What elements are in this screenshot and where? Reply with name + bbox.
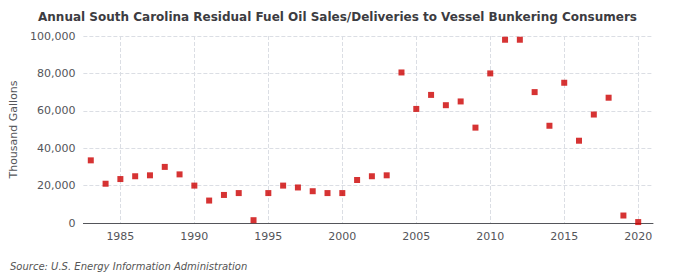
svg-text:1990: 1990 (180, 230, 208, 243)
svg-text:2010: 2010 (476, 230, 504, 243)
svg-text:60,000: 60,000 (37, 104, 76, 117)
svg-text:1985: 1985 (106, 230, 134, 243)
svg-text:Annual South Carolina Residual: Annual South Carolina Residual Fuel Oil … (38, 10, 637, 24)
svg-text:40,000: 40,000 (37, 142, 76, 155)
svg-text:0: 0 (68, 217, 75, 230)
svg-text:100,000: 100,000 (30, 30, 76, 43)
svg-text:2015: 2015 (550, 230, 578, 243)
svg-text:2005: 2005 (402, 230, 430, 243)
svg-text:20,000: 20,000 (37, 179, 76, 192)
svg-text:2000: 2000 (328, 230, 356, 243)
svg-text:1995: 1995 (254, 230, 282, 243)
svg-text:2020: 2020 (624, 230, 652, 243)
svg-text:80,000: 80,000 (37, 67, 76, 80)
svg-text:Thousand Gallons: Thousand Gallons (7, 80, 20, 179)
svg-text:Source: U.S. Energy Informatio: Source: U.S. Energy Information Administ… (10, 261, 247, 272)
